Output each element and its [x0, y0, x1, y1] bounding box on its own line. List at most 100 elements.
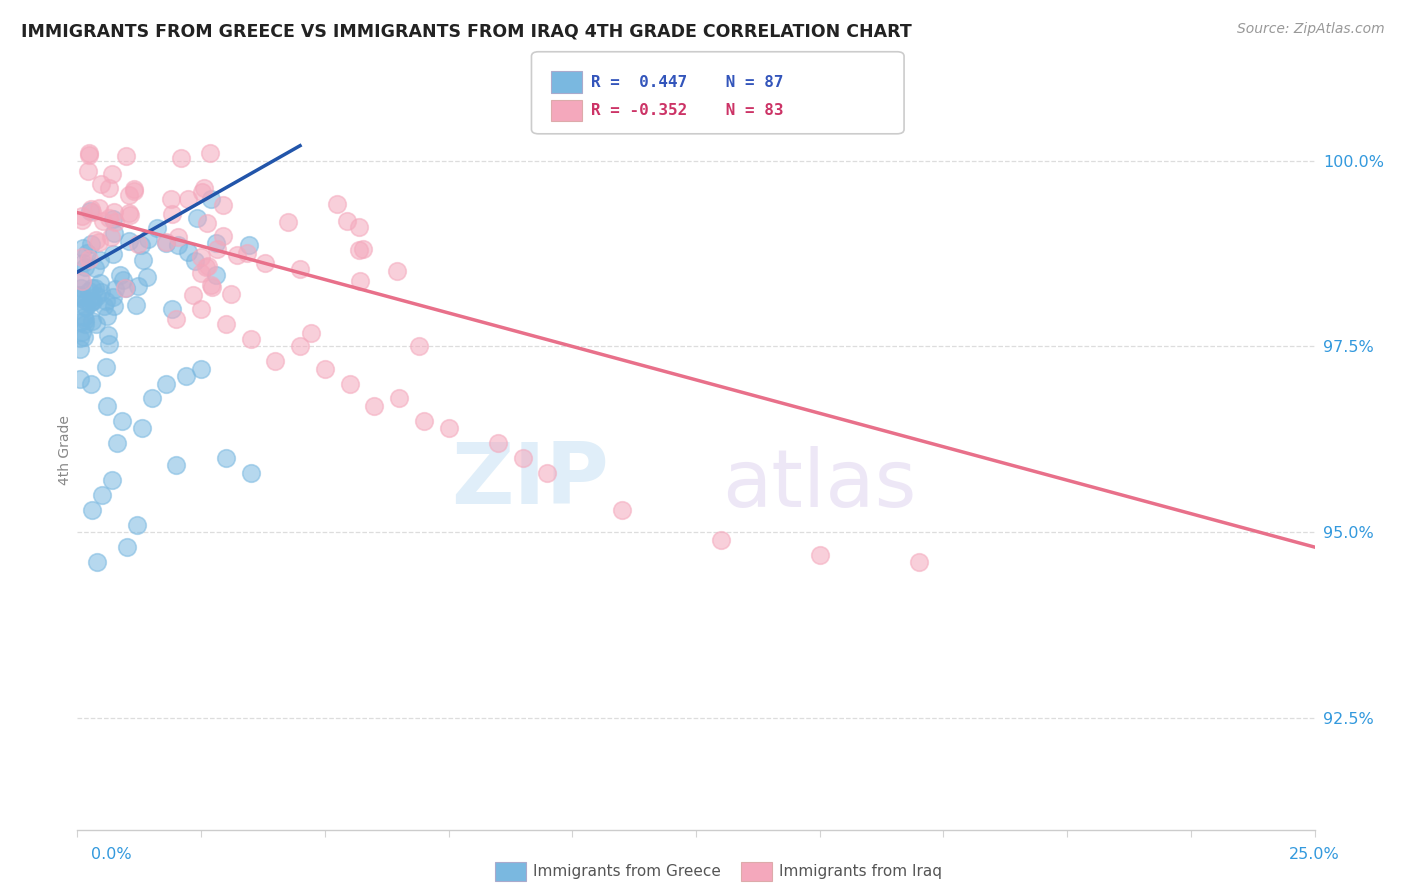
Point [79, 148, 101, 162]
Point [111, 414, 134, 428]
Point [190, 250, 212, 264]
Point [101, 473, 124, 487]
Point [388, 392, 411, 406]
Point [190, 186, 212, 200]
Point [136, 232, 159, 246]
Point [84, 261, 107, 276]
Point [115, 149, 138, 163]
Point [190, 302, 212, 317]
Point [97, 211, 120, 225]
Point [80, 314, 103, 328]
Point [77, 164, 100, 178]
Point [136, 269, 159, 284]
Point [77, 146, 100, 161]
Point [120, 209, 142, 223]
Point [75, 301, 97, 315]
Text: atlas: atlas [723, 446, 917, 524]
Point [162, 302, 184, 317]
Point [103, 247, 125, 261]
Point [207, 242, 229, 256]
Point [184, 253, 207, 268]
Point [82, 294, 104, 309]
Point [299, 326, 322, 340]
Point [82, 205, 104, 219]
Point [314, 361, 336, 376]
Point [437, 421, 460, 435]
Point [98, 181, 121, 195]
Point [80, 237, 103, 252]
Point [79, 202, 101, 216]
Point [96, 294, 118, 309]
Point [69, 372, 91, 386]
Point [72, 241, 94, 255]
Point [132, 252, 155, 267]
Point [408, 339, 430, 353]
Point [211, 198, 233, 212]
Point [77, 285, 100, 299]
Point [177, 192, 200, 206]
Point [117, 206, 139, 220]
Point [83, 281, 105, 295]
Point [127, 278, 149, 293]
Text: 25.0%: 25.0% [1289, 847, 1340, 862]
Point [238, 238, 260, 252]
Point [155, 376, 177, 391]
Point [288, 339, 311, 353]
Point [181, 288, 204, 302]
Point [205, 268, 228, 282]
Point [97, 337, 120, 351]
Point [290, 261, 312, 276]
Point [193, 180, 215, 194]
Point [103, 299, 125, 313]
Point [177, 244, 200, 259]
Point [125, 517, 148, 532]
Point [122, 182, 145, 196]
Text: IMMIGRANTS FROM GREECE VS IMMIGRANTS FROM IRAQ 4TH GRADE CORRELATION CHART: IMMIGRANTS FROM GREECE VS IMMIGRANTS FRO… [21, 22, 912, 40]
Point [159, 192, 181, 206]
Point [104, 282, 127, 296]
Point [118, 234, 141, 248]
Point [114, 281, 136, 295]
Point [89, 253, 111, 268]
Point [167, 238, 190, 252]
Point [610, 503, 633, 517]
Point [198, 146, 221, 161]
Point [236, 245, 259, 260]
Point [115, 540, 138, 554]
Point [186, 211, 208, 226]
Point [204, 235, 226, 250]
Point [412, 414, 434, 428]
Point [170, 152, 193, 166]
Point [93, 299, 115, 313]
Point [72, 209, 94, 223]
Point [110, 268, 132, 282]
Point [195, 216, 218, 230]
Point [72, 256, 94, 270]
Point [264, 354, 287, 368]
Point [104, 215, 127, 229]
Point [69, 271, 91, 285]
Point [226, 248, 249, 262]
Point [80, 280, 103, 294]
Point [221, 287, 243, 301]
Point [72, 326, 94, 340]
Point [69, 288, 91, 302]
Point [190, 361, 212, 376]
Point [336, 214, 359, 228]
Point [907, 555, 929, 569]
Point [239, 466, 262, 480]
Point [710, 533, 733, 547]
Point [73, 318, 96, 332]
Point [125, 298, 148, 312]
Point [80, 376, 103, 391]
Point [277, 215, 299, 229]
Point [94, 359, 117, 374]
Point [118, 187, 141, 202]
Point [101, 290, 124, 304]
Point [90, 178, 112, 192]
Point [69, 315, 91, 329]
Point [215, 450, 238, 465]
Point [91, 214, 114, 228]
Point [131, 421, 153, 435]
Point [111, 272, 134, 286]
